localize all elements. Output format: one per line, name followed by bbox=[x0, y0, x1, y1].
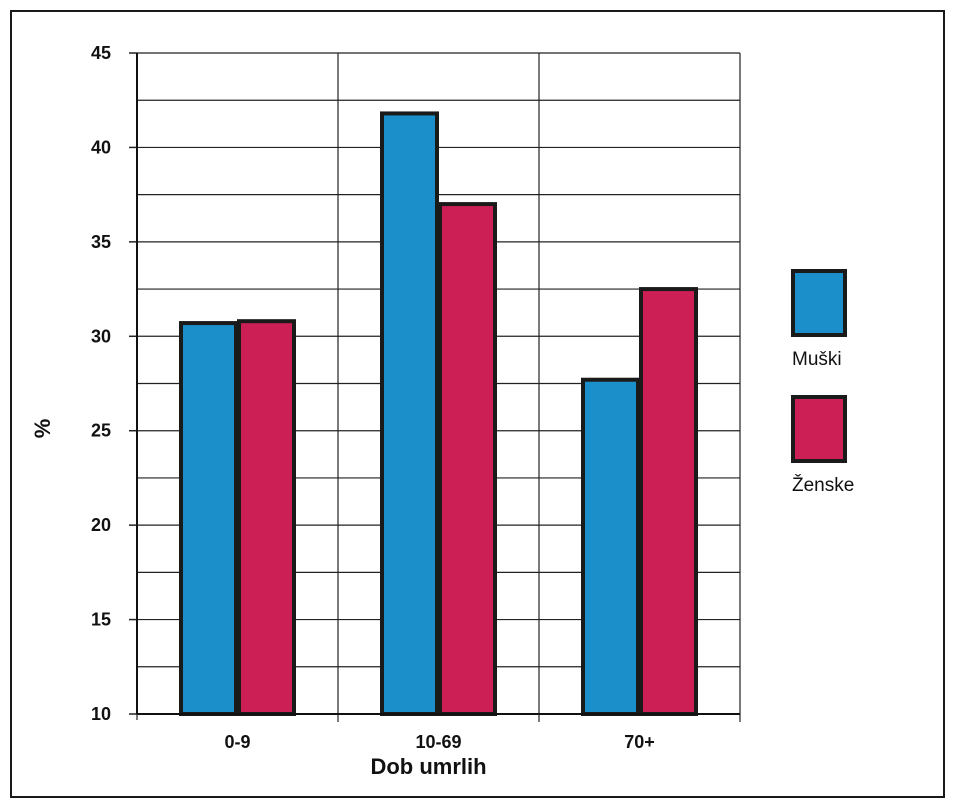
bar-muski-2 bbox=[581, 377, 640, 716]
labels-layer: 10 15 20 25 30 35 40 45 0-9 10-69 70+ Dob umrlih% bbox=[30, 43, 655, 779]
y-tick-label: 45 bbox=[91, 43, 111, 63]
y-tick-label: 35 bbox=[91, 232, 111, 252]
y-tick-label: 40 bbox=[91, 137, 111, 157]
bars-layer bbox=[179, 111, 698, 717]
y-tick-label: 20 bbox=[91, 515, 111, 535]
y-tick-label: 15 bbox=[91, 610, 111, 630]
bar-zenske-0 bbox=[237, 319, 296, 716]
legend-swatch-muski bbox=[791, 269, 847, 337]
x-tick-label: 10-69 bbox=[415, 732, 461, 752]
y-tick-label: 10 bbox=[91, 704, 111, 724]
bar-muski-0 bbox=[179, 321, 238, 716]
legend-label-muski: Muški bbox=[792, 349, 842, 370]
y-axis-title: % bbox=[30, 419, 55, 439]
x-tick-label: 0-9 bbox=[224, 732, 250, 752]
legend-swatch-zenske bbox=[791, 395, 847, 463]
legend-label-zenske: Ženske bbox=[792, 474, 854, 496]
bar-zenske-1 bbox=[438, 202, 497, 716]
y-tick-label: 30 bbox=[91, 326, 111, 346]
x-tick-label: 70+ bbox=[624, 732, 655, 752]
bar-zenske-2 bbox=[639, 287, 698, 716]
y-tick-label: 25 bbox=[91, 421, 111, 441]
legend: Muški Ženske bbox=[791, 269, 854, 496]
bar-muski-1 bbox=[380, 111, 439, 717]
x-axis-title: Dob umrlih bbox=[370, 754, 486, 779]
axis-layer bbox=[129, 52, 740, 715]
